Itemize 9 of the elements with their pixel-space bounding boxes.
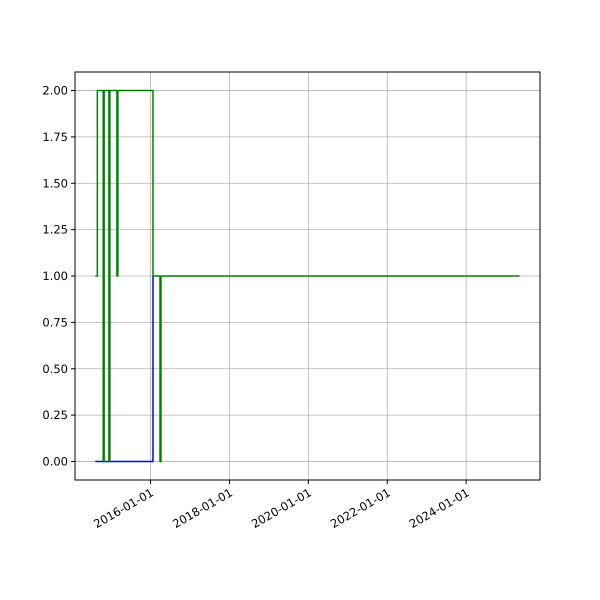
y-tick-label: 0.50 — [42, 362, 68, 376]
y-tick-label: 1.75 — [42, 130, 68, 144]
y-tick-label: 1.00 — [42, 269, 68, 284]
y-tick-label: 0.75 — [42, 315, 68, 330]
y-tick-label: 1.25 — [42, 222, 68, 237]
y-tick-label: 2.00 — [42, 84, 68, 98]
y-tick-label: 0.00 — [42, 454, 68, 468]
y-tick-label: 0.25 — [42, 408, 68, 422]
y-tick-label: 1.50 — [42, 176, 68, 190]
